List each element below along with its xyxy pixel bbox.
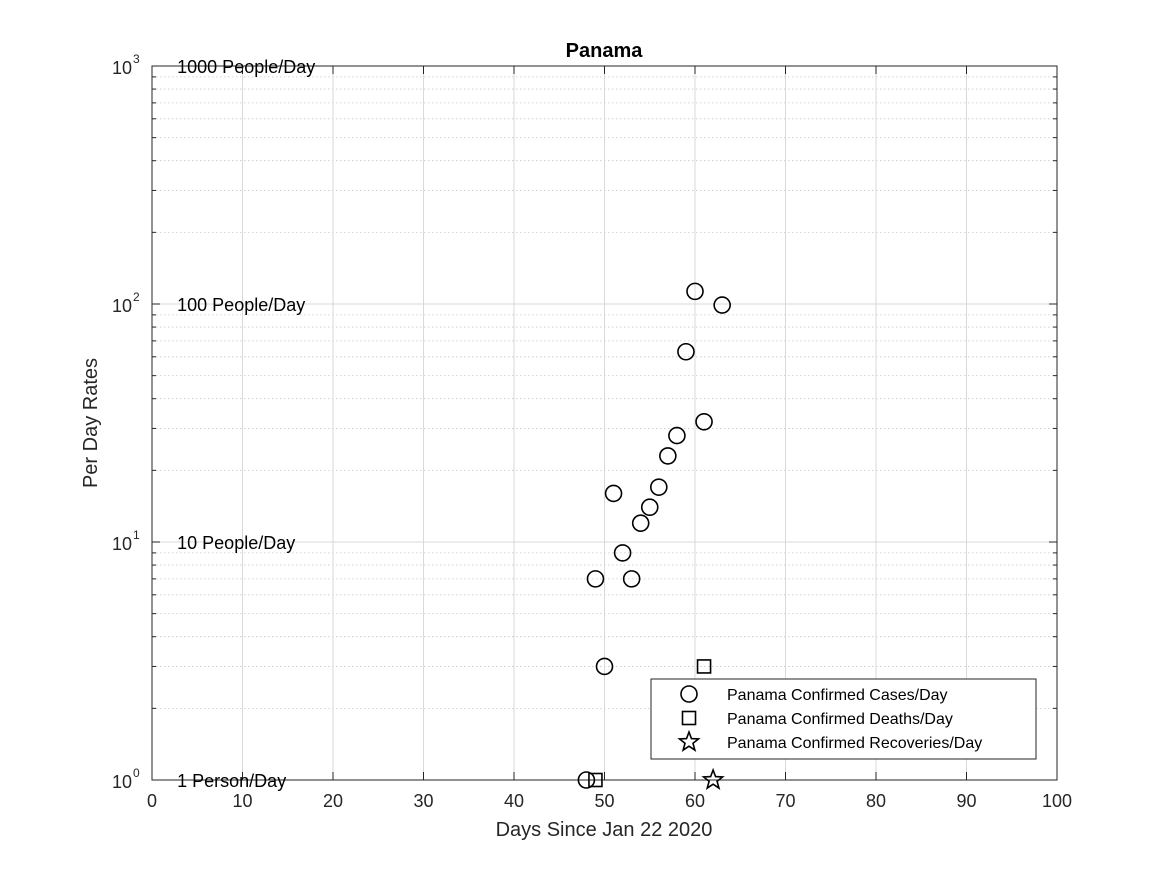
circle-point (695, 412, 713, 431)
legend-marker-star (677, 729, 701, 752)
rate-annotation: 10 People/Day (177, 533, 295, 553)
x-tick-label: 0 (147, 791, 157, 811)
series-square (588, 659, 712, 788)
rate-annotation: 1 Person/Day (177, 771, 286, 791)
x-axis-ticks: 0 10 20 30 40 50 60 70 80 90 100 (147, 66, 1072, 811)
y-tick-exponent: 2 (133, 290, 140, 304)
rate-annotations: 1000 People/Day 100 People/Day 10 People/D… (177, 57, 315, 791)
y-tick-label: 10 0 (112, 766, 140, 792)
x-tick-label: 20 (323, 791, 343, 811)
chart-title: Panama (566, 40, 644, 62)
circle-point (622, 570, 641, 588)
x-tick-label: 70 (775, 791, 795, 811)
circle-point (631, 514, 650, 532)
y-tick-base: 10 (112, 534, 132, 554)
legend-marker-square (681, 710, 697, 726)
legend-label: Panama Confirmed Deaths/Day (727, 711, 953, 728)
x-tick-label: 30 (413, 791, 433, 811)
y-tick-base: 10 (112, 772, 132, 792)
star-point (701, 767, 725, 790)
circle-point (677, 342, 695, 361)
legend-label: Panama Confirmed Cases/Day (727, 687, 948, 704)
data-markers (577, 282, 731, 790)
circle-point (577, 771, 596, 789)
legend-label: Panama Confirmed Recoveries/Day (727, 735, 982, 752)
y-tick-base: 10 (112, 58, 132, 78)
circle-point (640, 498, 659, 517)
y-tick-exponent: 0 (133, 766, 140, 780)
circle-point (686, 282, 704, 301)
square-point (588, 772, 603, 788)
x-tick-label: 90 (956, 791, 976, 811)
circle-point (649, 478, 668, 496)
y-tick-exponent: 1 (133, 528, 140, 542)
x-tick-label: 50 (594, 791, 614, 811)
circle-point (713, 296, 731, 314)
x-tick-label: 40 (504, 791, 524, 811)
legend: Panama Confirmed Cases/Day Panama Confirm… (650, 678, 1037, 760)
x-tick-label: 10 (232, 791, 252, 811)
y-tick-label: 10 1 (112, 528, 140, 554)
circle-point (604, 484, 623, 503)
circle-point (668, 426, 686, 445)
circle-point (595, 657, 614, 676)
legend-box (650, 678, 1037, 760)
rate-annotation: 100 People/Day (177, 295, 305, 315)
x-tick-label: 60 (685, 791, 705, 811)
series-star (701, 767, 725, 790)
circle-point (659, 447, 677, 465)
y-tick-base: 10 (112, 296, 132, 316)
square-point (696, 659, 712, 674)
y-tick-exponent: 3 (133, 52, 140, 66)
y-tick-label: 10 3 (112, 52, 140, 78)
legend-entries: Panama Confirmed Cases/Day Panama Confirm… (677, 685, 982, 752)
x-tick-label: 80 (866, 791, 886, 811)
circle-point (613, 544, 632, 562)
circle-point (586, 570, 605, 588)
legend-marker-circle (680, 685, 698, 703)
x-tick-label: 100 (1042, 791, 1072, 811)
y-tick-label: 10 2 (112, 290, 140, 316)
rate-annotation: 1000 People/Day (177, 57, 315, 77)
x-axis-label: Days Since Jan 22 2020 (496, 819, 713, 841)
series-circle (577, 282, 731, 789)
y-axis-label: Per Day Rates (80, 358, 102, 488)
